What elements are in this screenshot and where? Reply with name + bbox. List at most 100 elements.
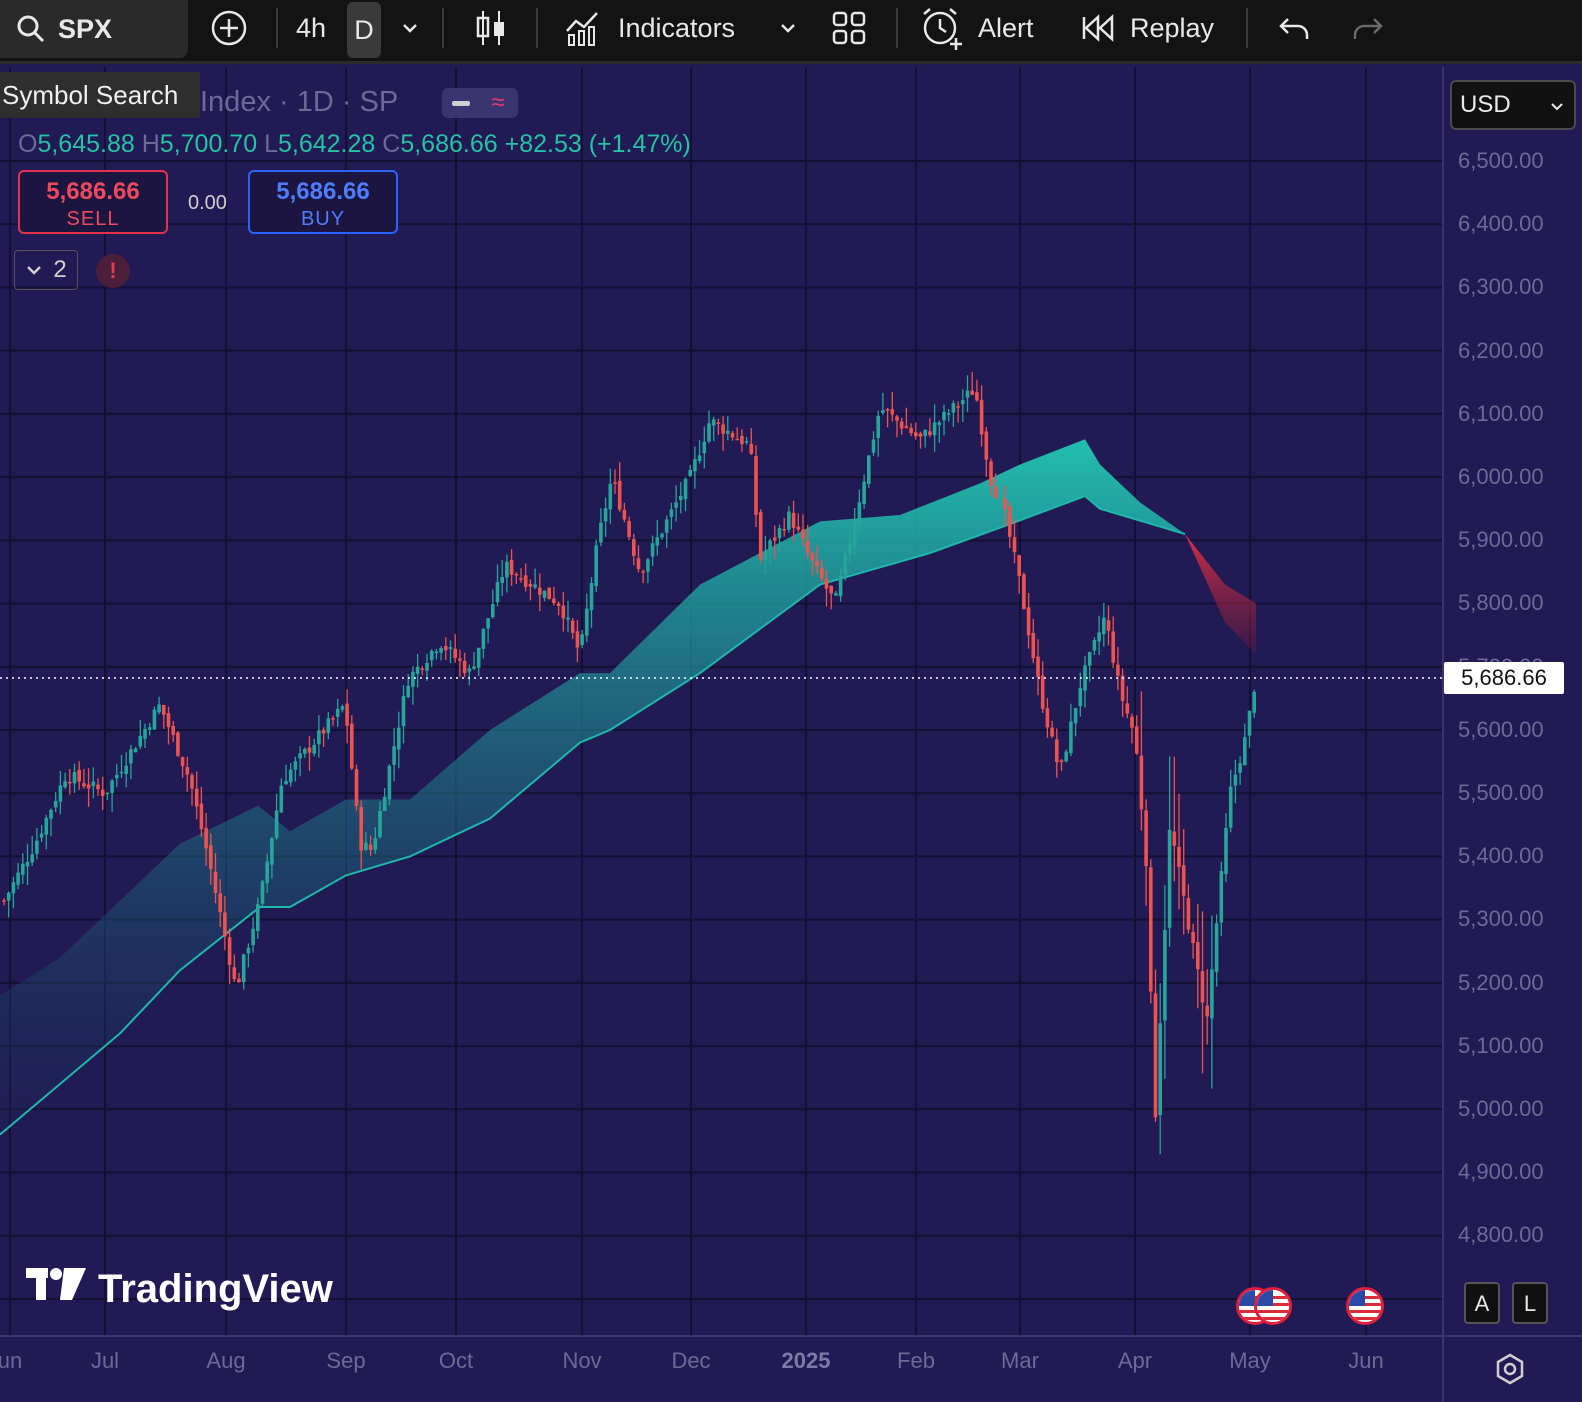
layouts-button[interactable] <box>832 0 866 56</box>
candle-body <box>218 893 222 913</box>
replay-label: Replay <box>1130 12 1215 43</box>
price-tick-label: 5,100.00 <box>1458 1032 1544 1058</box>
candle-body <box>608 483 613 510</box>
chart-pane[interactable] <box>0 67 1442 1335</box>
candle-body <box>406 685 410 698</box>
candle-body <box>387 765 392 800</box>
chevron-down-icon <box>25 256 43 284</box>
candle-body <box>6 892 11 901</box>
candle-body <box>1116 664 1120 676</box>
candle-body <box>899 421 904 429</box>
candle-body <box>1219 871 1224 923</box>
time-tick-label: Nov <box>562 1348 602 1373</box>
warning-icon[interactable]: ! <box>96 254 130 288</box>
redo-button[interactable] <box>1352 0 1384 56</box>
candle-body <box>754 456 758 515</box>
alert-button[interactable]: Alert <box>920 0 1034 56</box>
wave-icon[interactable]: ≈ <box>478 88 518 118</box>
candle-body <box>58 785 63 802</box>
candle-body <box>213 871 218 893</box>
candle-body <box>918 433 923 437</box>
candle-body <box>162 705 166 715</box>
buy-button[interactable]: 5,686.66 BUY <box>248 170 398 234</box>
candle-body <box>519 578 523 580</box>
candle-body <box>397 727 401 750</box>
alarm-clock-icon <box>920 6 964 50</box>
candle-body <box>1097 632 1101 642</box>
symbol-search-button[interactable]: SPX <box>0 0 188 58</box>
interval-dropdown-button[interactable] <box>400 0 420 56</box>
candle-body <box>1102 617 1106 635</box>
undo-button[interactable] <box>1278 0 1310 56</box>
candle-body <box>486 618 490 629</box>
price-tick-label: 5,300.00 <box>1458 906 1544 932</box>
us-flag-event-icon[interactable] <box>1346 1287 1384 1325</box>
add-symbol-button[interactable] <box>210 0 248 56</box>
interval-d-button[interactable]: D <box>347 2 381 58</box>
price-tick-label: 6,200.00 <box>1458 337 1544 363</box>
candle-body <box>1045 708 1050 728</box>
candle-body <box>782 529 786 531</box>
candle-body <box>975 392 979 401</box>
time-scale[interactable] <box>0 1335 1442 1402</box>
candle-body <box>542 590 547 598</box>
time-tick-label: Jul <box>90 1348 120 1373</box>
last-price-label: 5,686.66 <box>1444 662 1564 694</box>
currency-label: USD <box>1460 91 1511 118</box>
candle-body <box>119 771 124 774</box>
legend-hide-button[interactable] <box>442 88 478 118</box>
chevron-down-icon <box>400 18 420 38</box>
candle-body <box>820 567 824 579</box>
replay-button[interactable]: Replay <box>1082 0 1214 56</box>
high-key: H <box>141 130 160 158</box>
price-scale[interactable] <box>1442 67 1582 1335</box>
sell-button[interactable]: 5,686.66 SELL <box>18 170 168 234</box>
interval-4h-button[interactable]: 4h <box>296 0 326 56</box>
price-chart[interactable] <box>0 67 1442 1335</box>
chart-legend-title[interactable]: Index · 1D · SP <box>200 86 399 118</box>
tradingview-logo[interactable]: TradingView <box>24 1266 333 1312</box>
grid-lines <box>0 67 1442 1335</box>
indicators-dropdown-button[interactable] <box>778 0 798 56</box>
auto-scale-button[interactable]: A <box>1464 1282 1500 1324</box>
indicators-collapse-button[interactable]: 2 <box>14 250 78 290</box>
candle-body <box>124 765 128 774</box>
candle-body <box>711 419 716 426</box>
candle-body <box>1120 675 1125 701</box>
candle-body <box>25 862 30 867</box>
candle-body <box>420 668 425 670</box>
candle-body <box>1003 498 1007 509</box>
candle-body <box>1106 620 1111 631</box>
candle-body <box>796 526 801 530</box>
candle-body <box>1069 721 1073 754</box>
settings-hexagon-icon[interactable] <box>1494 1353 1526 1390</box>
candle-body <box>961 400 965 405</box>
currency-select[interactable]: USD <box>1450 80 1576 130</box>
candle-body <box>359 806 363 851</box>
candle-body <box>307 747 312 753</box>
candle-body <box>1205 1005 1209 1017</box>
candle-body <box>382 796 387 811</box>
candle-body <box>669 509 674 517</box>
candle-body <box>1050 727 1054 737</box>
candle-body <box>679 496 683 501</box>
candle-body <box>683 479 688 500</box>
candle-body <box>749 443 754 454</box>
indicators-button[interactable]: Indicators <box>564 0 735 56</box>
candle-body <box>956 406 960 408</box>
candle-body <box>298 753 302 759</box>
candle-body <box>1017 555 1021 576</box>
log-scale-button[interactable]: L <box>1512 1282 1548 1324</box>
candle-body <box>110 780 114 793</box>
candle-body <box>1243 737 1247 766</box>
candle-body <box>293 761 298 770</box>
minus-icon <box>452 101 470 106</box>
chart-type-button[interactable] <box>474 0 508 56</box>
candle-body <box>1238 763 1242 773</box>
candle-body <box>998 498 1003 502</box>
candle-body <box>434 651 439 654</box>
time-tick-label: Dec <box>671 1348 711 1373</box>
us-flag-event-icon[interactable] <box>1254 1287 1292 1325</box>
interval-4h-label: 4h <box>296 12 327 43</box>
ma-ribbon-fill <box>0 439 1185 1135</box>
